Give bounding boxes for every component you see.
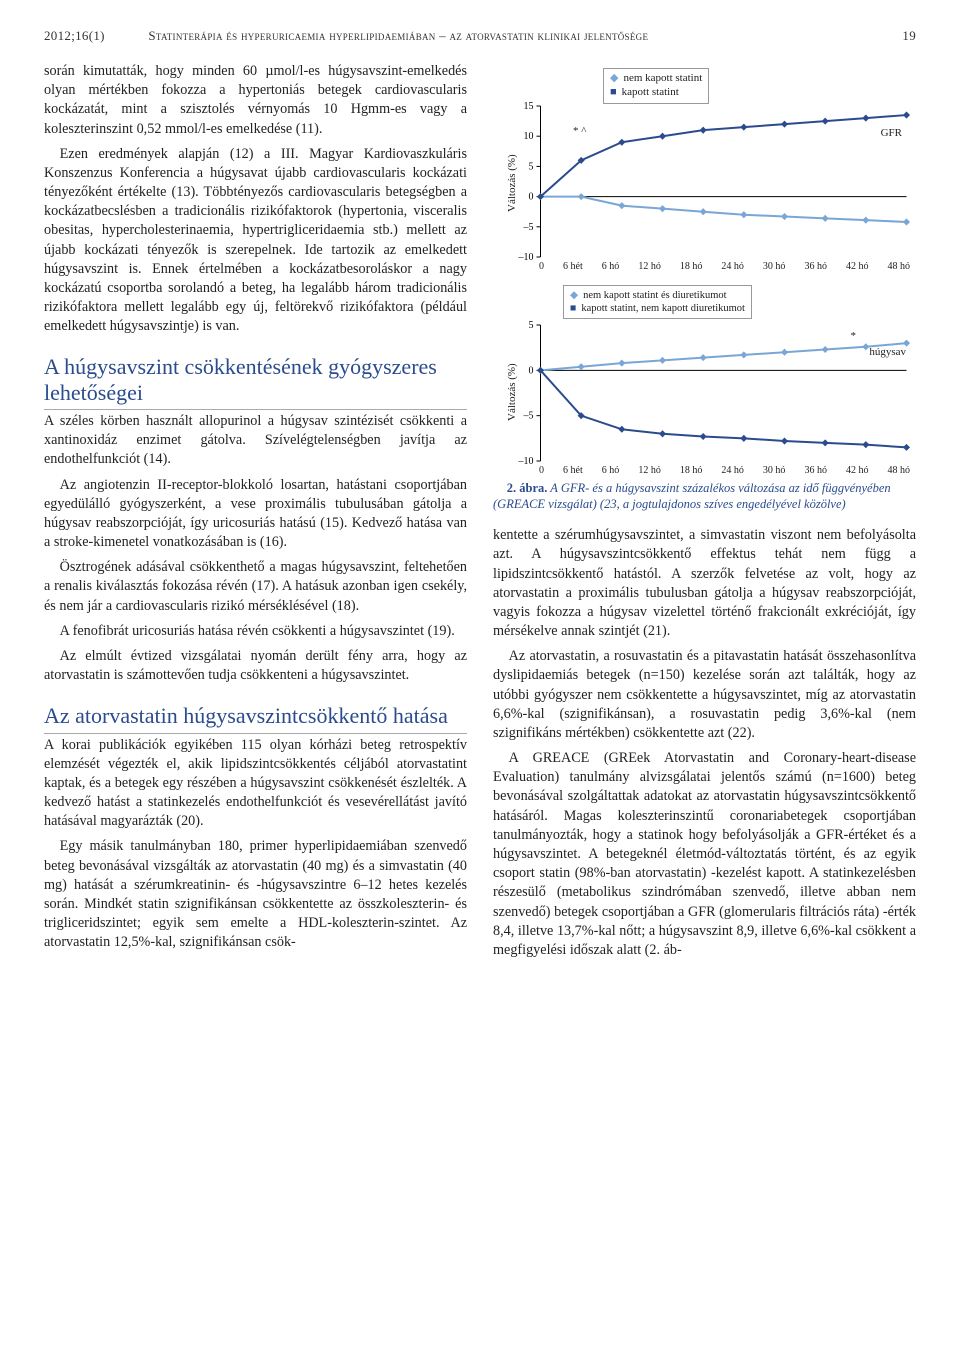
para: Egy másik tanulmányban 180, primer hyper…	[44, 837, 467, 952]
para: A széles körben használt allopurinol a h…	[44, 412, 467, 470]
svg-text:–10: –10	[518, 456, 534, 467]
para: A korai publikációk egyikében 115 olyan …	[44, 736, 467, 832]
para: A GREACE (GREek Atorvastatin and Coronar…	[493, 749, 916, 960]
svg-text:5: 5	[529, 161, 534, 172]
svg-text:–5: –5	[523, 411, 534, 422]
caption-text: A GFR- és a húgysavszint százalékos vált…	[493, 481, 891, 511]
svg-text:15: 15	[524, 101, 534, 112]
para: Az atorvastatin, a rosuvastatin és a pit…	[493, 647, 916, 743]
para: Az angiotenzin II-receptor-blokkoló losa…	[44, 476, 467, 553]
section-heading: A húgysavszint csökkentésének gyógyszere…	[44, 354, 467, 410]
gfr-chart: ◆nem kapott statint ■kapott statint Vált…	[493, 62, 916, 277]
svg-text:5: 5	[529, 320, 534, 331]
uric-acid-chart: ◆nem kapott statint és diuretikumot ■kap…	[493, 281, 916, 481]
svg-text:0: 0	[529, 192, 534, 203]
running-head: 2012;16(1) Statinterápia és hyperuricaem…	[44, 28, 916, 44]
para: kentette a szérumhúgysavszintet, a simva…	[493, 526, 916, 641]
y-axis-label: Változás (%)	[505, 154, 520, 212]
para: Az elmúlt évtized vizsgálatai nyomán der…	[44, 647, 467, 685]
x-ticks: 06 hét6 hó12 hó18 hó24 hó30 hó36 hó42 hó…	[539, 260, 910, 274]
para: során kimutatták, hogy minden 60 µmol/l-…	[44, 62, 467, 139]
y-axis-label: Változás (%)	[505, 363, 520, 421]
para: Ösztrogének adásával csökkenthető a maga…	[44, 558, 467, 616]
svg-text:–5: –5	[523, 222, 534, 233]
svg-text:0: 0	[529, 365, 534, 376]
two-column-body: során kimutatták, hogy minden 60 µmol/l-…	[44, 62, 916, 962]
annotation: *	[851, 329, 857, 344]
section-heading: Az atorvastatin húgysavszint­csökkentő h…	[44, 703, 467, 733]
issue-id: 2012;16(1)	[44, 28, 105, 43]
annotation: GFR	[881, 126, 902, 141]
svg-text:–10: –10	[518, 252, 534, 263]
annotation: húgysav	[869, 345, 906, 360]
para: Ezen eredmények alapján (12) a III. Magy…	[44, 145, 467, 337]
caption-lead: 2. ábra.	[507, 481, 548, 495]
page-number: 19	[902, 28, 916, 44]
legend-item: kapott statint, nem kapott diuretikumot	[581, 302, 745, 315]
figure-2: ◆nem kapott statint ■kapott statint Vált…	[493, 62, 916, 512]
x-ticks: 06 hét6 hó12 hó18 hó24 hó30 hó36 hó42 hó…	[539, 464, 910, 478]
legend-item: nem kapott statint és diuretikumot	[583, 289, 726, 302]
legend-item: kapott statint	[622, 86, 679, 100]
running-title: Statinterápia és hyperuricaemia hyperlip…	[148, 28, 648, 43]
svg-text:10: 10	[524, 131, 534, 142]
figure-caption: 2. ábra. A GFR- és a húgysavszint százal…	[493, 481, 916, 512]
legend: ◆nem kapott statint ■kapott statint	[603, 68, 709, 104]
para: A fenofibrát uricosuriás hatása révén cs…	[44, 622, 467, 641]
annotation: * ^	[573, 124, 586, 139]
legend-item: nem kapott statint	[623, 72, 702, 86]
legend: ◆nem kapott statint és diuretikumot ■kap…	[563, 285, 752, 319]
